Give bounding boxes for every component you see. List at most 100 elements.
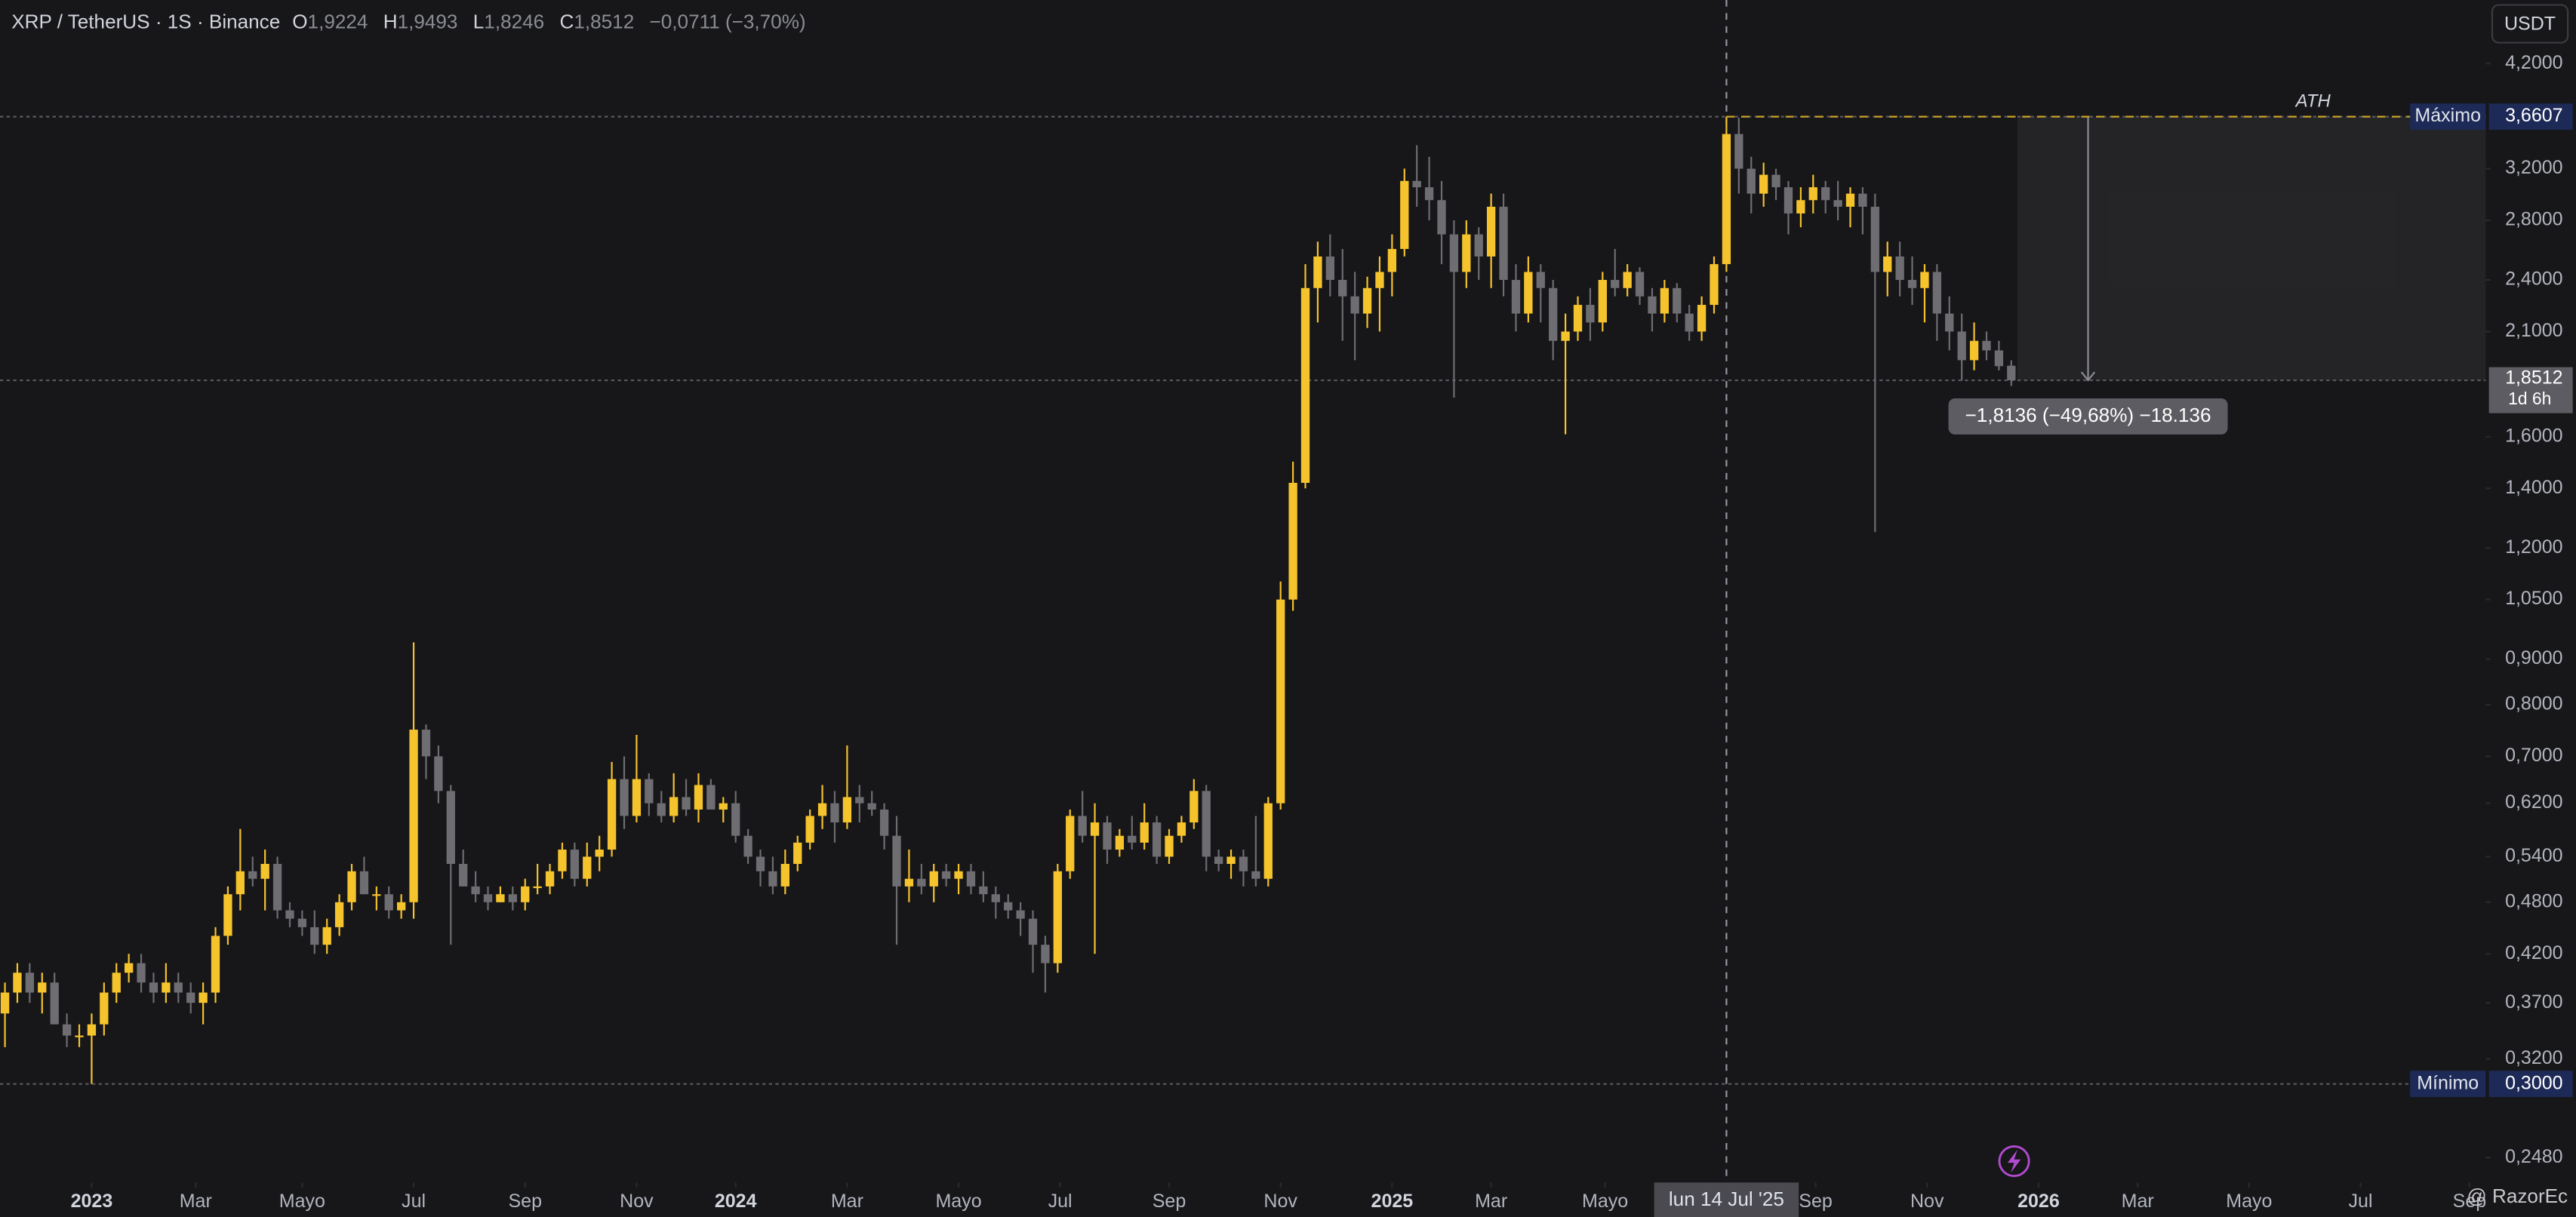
candle-body	[1128, 835, 1137, 843]
chart-header: XRP / TetherUS · 1S · Binance O1,9224 H1…	[11, 10, 805, 32]
candle-body	[260, 864, 269, 879]
candle-body	[855, 797, 864, 804]
marker-name-box	[2410, 103, 2486, 131]
marker-value-box	[2488, 103, 2573, 131]
candle-body	[1387, 248, 1397, 272]
x-tick-label: Mayo	[1582, 1191, 1628, 1212]
marker-value-box	[2488, 1071, 2573, 1098]
candle-body	[2007, 365, 2016, 381]
x-tick-label: Mar	[2122, 1191, 2154, 1212]
candle-body	[1771, 174, 1780, 188]
candle-body	[100, 992, 109, 1025]
y-tick-label: 2,4000	[2505, 269, 2563, 290]
candle-body	[756, 856, 765, 871]
x-tick-label: 2026	[2017, 1191, 2060, 1212]
candle-body	[149, 982, 158, 993]
candle-body	[1907, 279, 1917, 288]
last-price: 1,8512	[2505, 367, 2563, 388]
currency-button[interactable]	[2491, 4, 2569, 44]
candle-body	[1511, 279, 1521, 314]
candle-body	[1561, 331, 1570, 341]
candle-body	[1858, 193, 1867, 207]
measure-arrowhead	[2080, 371, 2096, 382]
x-tick-label: Mayo	[935, 1191, 981, 1212]
candle-body	[297, 918, 307, 927]
measure-label: −1,8136 (−49,68%) −18.136	[1965, 404, 2211, 426]
candle-body	[1028, 918, 1038, 945]
candle-body	[13, 973, 22, 993]
alert-icon[interactable]	[1998, 1145, 2030, 1177]
candle-body	[867, 803, 876, 810]
candle-body	[1190, 791, 1199, 823]
ohlc-value: 1,8246	[484, 10, 544, 32]
candle-body	[1982, 340, 1991, 351]
candle-body	[372, 894, 381, 896]
candle-body	[1734, 134, 1743, 169]
marker-value: 0,3000	[2505, 1072, 2563, 1093]
candle-body	[595, 850, 604, 857]
ohlc-value: 1,9493	[398, 10, 458, 32]
candle-body	[434, 756, 443, 791]
candle-body	[929, 871, 938, 887]
candle-body	[620, 779, 629, 816]
candle-body	[1673, 287, 1682, 314]
x-tick-label: Sep	[1799, 1191, 1833, 1212]
candle-body	[558, 850, 567, 871]
ohlc-value: 1,8512	[574, 10, 634, 32]
candle-body	[1103, 822, 1112, 850]
x-tick-label: Jul	[2349, 1191, 2373, 1212]
candle-body	[248, 871, 257, 879]
candle-body	[533, 886, 542, 889]
candle-body	[1685, 313, 1694, 332]
candle-body	[1362, 287, 1372, 314]
ohlc-key: L	[473, 10, 485, 32]
candle-body	[50, 982, 59, 1025]
candle-body	[1586, 305, 1595, 323]
x-tick-label: 2024	[715, 1191, 757, 1212]
candle-body	[1276, 599, 1285, 804]
candle-body	[1202, 791, 1211, 857]
candle-body	[1895, 256, 1904, 280]
candle-body	[768, 871, 777, 887]
candle-body	[1214, 856, 1223, 865]
candle-body	[892, 835, 901, 887]
candle-body	[669, 797, 679, 816]
candle-body	[954, 871, 963, 879]
candle-body	[1573, 305, 1583, 332]
currency-label[interactable]: USDT	[2504, 13, 2556, 34]
candle-body	[1115, 835, 1125, 850]
candle-body	[1066, 816, 1075, 871]
candle-body	[1325, 256, 1334, 280]
candle-body	[1883, 256, 1892, 272]
candle-body	[1226, 856, 1236, 865]
x-tick-label: Sep	[2453, 1191, 2487, 1212]
candle-body	[1400, 180, 1409, 249]
y-tick-label: 0,6200	[2505, 791, 2563, 813]
x-tick-label: Sep	[508, 1191, 542, 1212]
candle-body	[570, 850, 580, 879]
change: −0,0711 (−3,70%)	[650, 10, 806, 32]
candle-body	[1870, 207, 1879, 272]
candle-body	[1994, 350, 2004, 367]
candle-body	[87, 1024, 97, 1036]
candle-body	[1437, 200, 1446, 235]
x-tick-label: 2023	[71, 1191, 113, 1212]
y-tick-label: 2,1000	[2505, 320, 2563, 341]
candle-body	[446, 791, 455, 865]
candle-body	[1375, 272, 1384, 288]
candle-body	[694, 785, 703, 810]
marker-name-box	[2410, 1071, 2486, 1098]
candle-body	[1635, 272, 1645, 297]
x-tick-label: 2025	[1371, 1191, 1414, 1212]
marker-name: Mínimo	[2417, 1072, 2479, 1093]
candle-body	[1449, 234, 1459, 272]
marker-name: Máximo	[2414, 105, 2481, 126]
x-tick-label: Mayo	[2226, 1191, 2272, 1212]
candle-body	[657, 803, 666, 816]
candle-body	[1759, 174, 1768, 194]
candle-body	[1474, 234, 1483, 257]
candle-body	[1053, 871, 1062, 963]
